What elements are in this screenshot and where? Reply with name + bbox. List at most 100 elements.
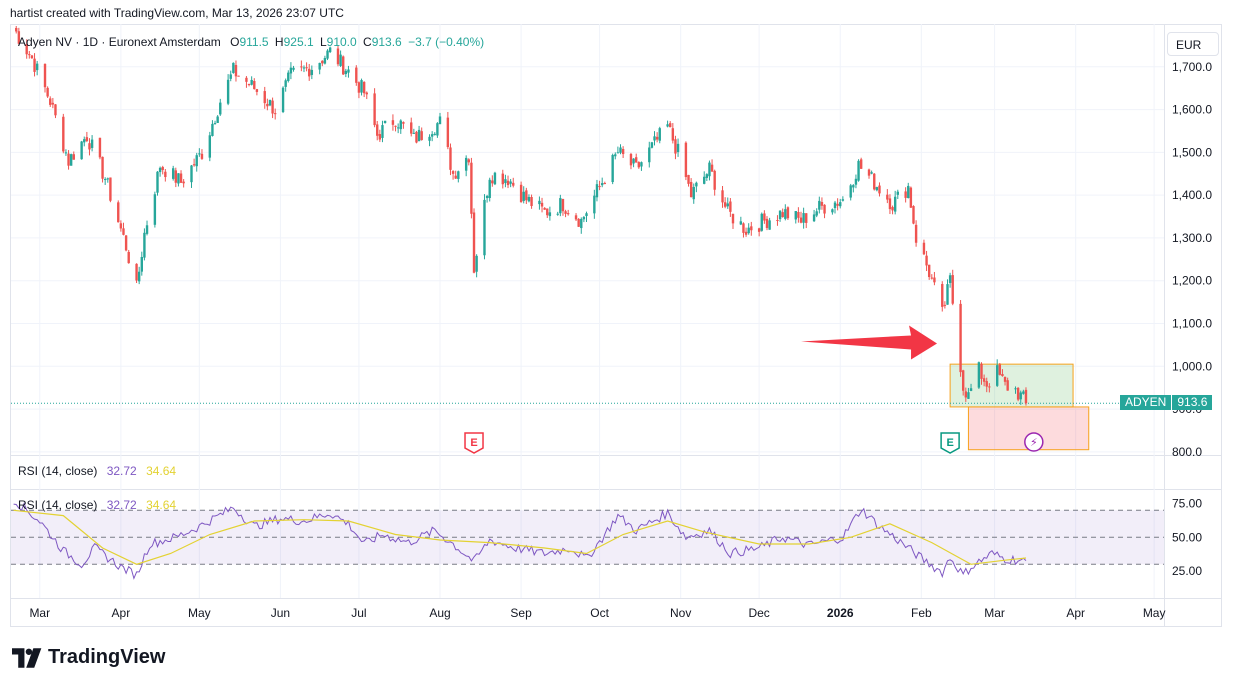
candle-body [321,60,324,64]
candle-body [171,168,175,179]
candle-body [540,202,544,207]
candle-body [692,186,695,200]
candle-body [362,81,366,94]
candle-body [914,224,918,243]
candle-body [412,132,416,134]
tradingview-logo[interactable]: TradingView [12,646,165,669]
rsi-line [13,502,1027,580]
candle-body [713,170,716,190]
candle-body [904,191,907,198]
last-price-symbol: ADYEN [1120,395,1172,411]
price-tick-label: 1,300.0 [1172,231,1212,245]
rsi-ma-value: 34.64 [146,464,177,478]
rsi-tick-label: 75.00 [1172,497,1202,511]
candle-body [849,185,852,198]
candle-body [247,83,251,85]
candle-body [854,178,858,185]
candle-body [28,54,31,56]
candle-body [237,75,240,77]
candle-body [253,81,256,90]
candle-body [948,275,952,283]
candle-body [658,128,661,141]
candle-body [328,47,332,53]
candle-body [907,185,910,199]
candle-body [62,116,65,152]
candle-body [67,153,70,166]
candle-body [629,153,633,166]
open-value: 911.5 [239,35,269,49]
candle-body [1001,373,1004,377]
candle-body [449,147,452,170]
candle-body [941,284,944,307]
candle-body [161,167,164,171]
candle-body [140,256,143,272]
candle-body [708,162,711,177]
candle-body [841,199,845,201]
axes: 800.0900.01,000.01,100.01,200.01,300.01,… [29,60,1212,620]
candle-body [300,66,303,68]
last-price-value: 913.6 [1172,395,1213,411]
time-tick-label: Apr [112,606,131,620]
symbol-title: Adyen NV · 1D · Euronext Amsterdam [18,35,221,49]
grid-layer [11,24,1221,626]
rsi-pane-legend[interactable]: RSI (14, close) 32.72 34.64 [18,498,176,512]
candle-body [234,64,238,77]
candle-body [959,303,962,373]
candle-body [580,219,583,229]
candle-body [33,58,36,72]
candle-body [548,212,552,217]
time-tick-label: Feb [911,606,932,620]
candle-body [538,200,541,205]
candle-body [833,202,837,209]
candle-body [501,173,504,185]
candle-body [281,87,285,113]
candle-body [961,370,965,391]
candle-body [512,182,515,186]
candle-body [621,149,625,155]
candle-body [815,211,818,216]
currency-button[interactable]: EUR [1167,32,1219,56]
candle-body [103,179,107,181]
candle-body [182,181,185,184]
profit-target-zone [949,363,1074,408]
candle-body [726,203,729,207]
time-tick-label: May [188,606,211,620]
candle-body [318,62,321,70]
candle-body [912,206,915,224]
rsi-legend[interactable]: RSI (14, close) 32.72 34.64 [18,464,176,478]
candle-body [190,165,193,183]
price-tick-label: 1,100.0 [1172,317,1212,331]
candle-body [483,199,486,256]
candle-body [522,191,525,201]
candle-body [109,177,112,201]
candle-body [614,154,617,157]
candle-body [776,220,779,222]
candle-body [310,69,314,75]
candle-body [671,128,675,141]
candle-body [980,363,983,379]
candle-body [43,63,47,88]
candle-body [593,195,596,214]
candle-body [156,171,159,193]
candle-body [648,147,651,163]
candle-body [360,80,363,93]
candle-body [339,54,342,66]
rsi-pane-title: RSI (14, close) [18,498,98,512]
tradingview-wordmark: TradingView [48,646,166,668]
candle-body [878,185,881,194]
candle-body [355,67,358,83]
candle-body [760,213,763,231]
candle-body [211,123,214,136]
candle-body [381,125,384,138]
candle-body [836,203,839,206]
time-tick-label: Aug [429,606,450,620]
time-tick-label: Oct [590,606,609,620]
candle-body [98,137,102,158]
candle-body [721,190,724,203]
candle-body [305,67,308,69]
last-price-tag: ADYEN 913.6 [1120,395,1213,411]
candle-body [695,182,698,187]
candle-body [399,120,402,130]
price-legend[interactable]: Adyen NV · 1D · Euronext Amsterdam O911.… [18,35,484,49]
